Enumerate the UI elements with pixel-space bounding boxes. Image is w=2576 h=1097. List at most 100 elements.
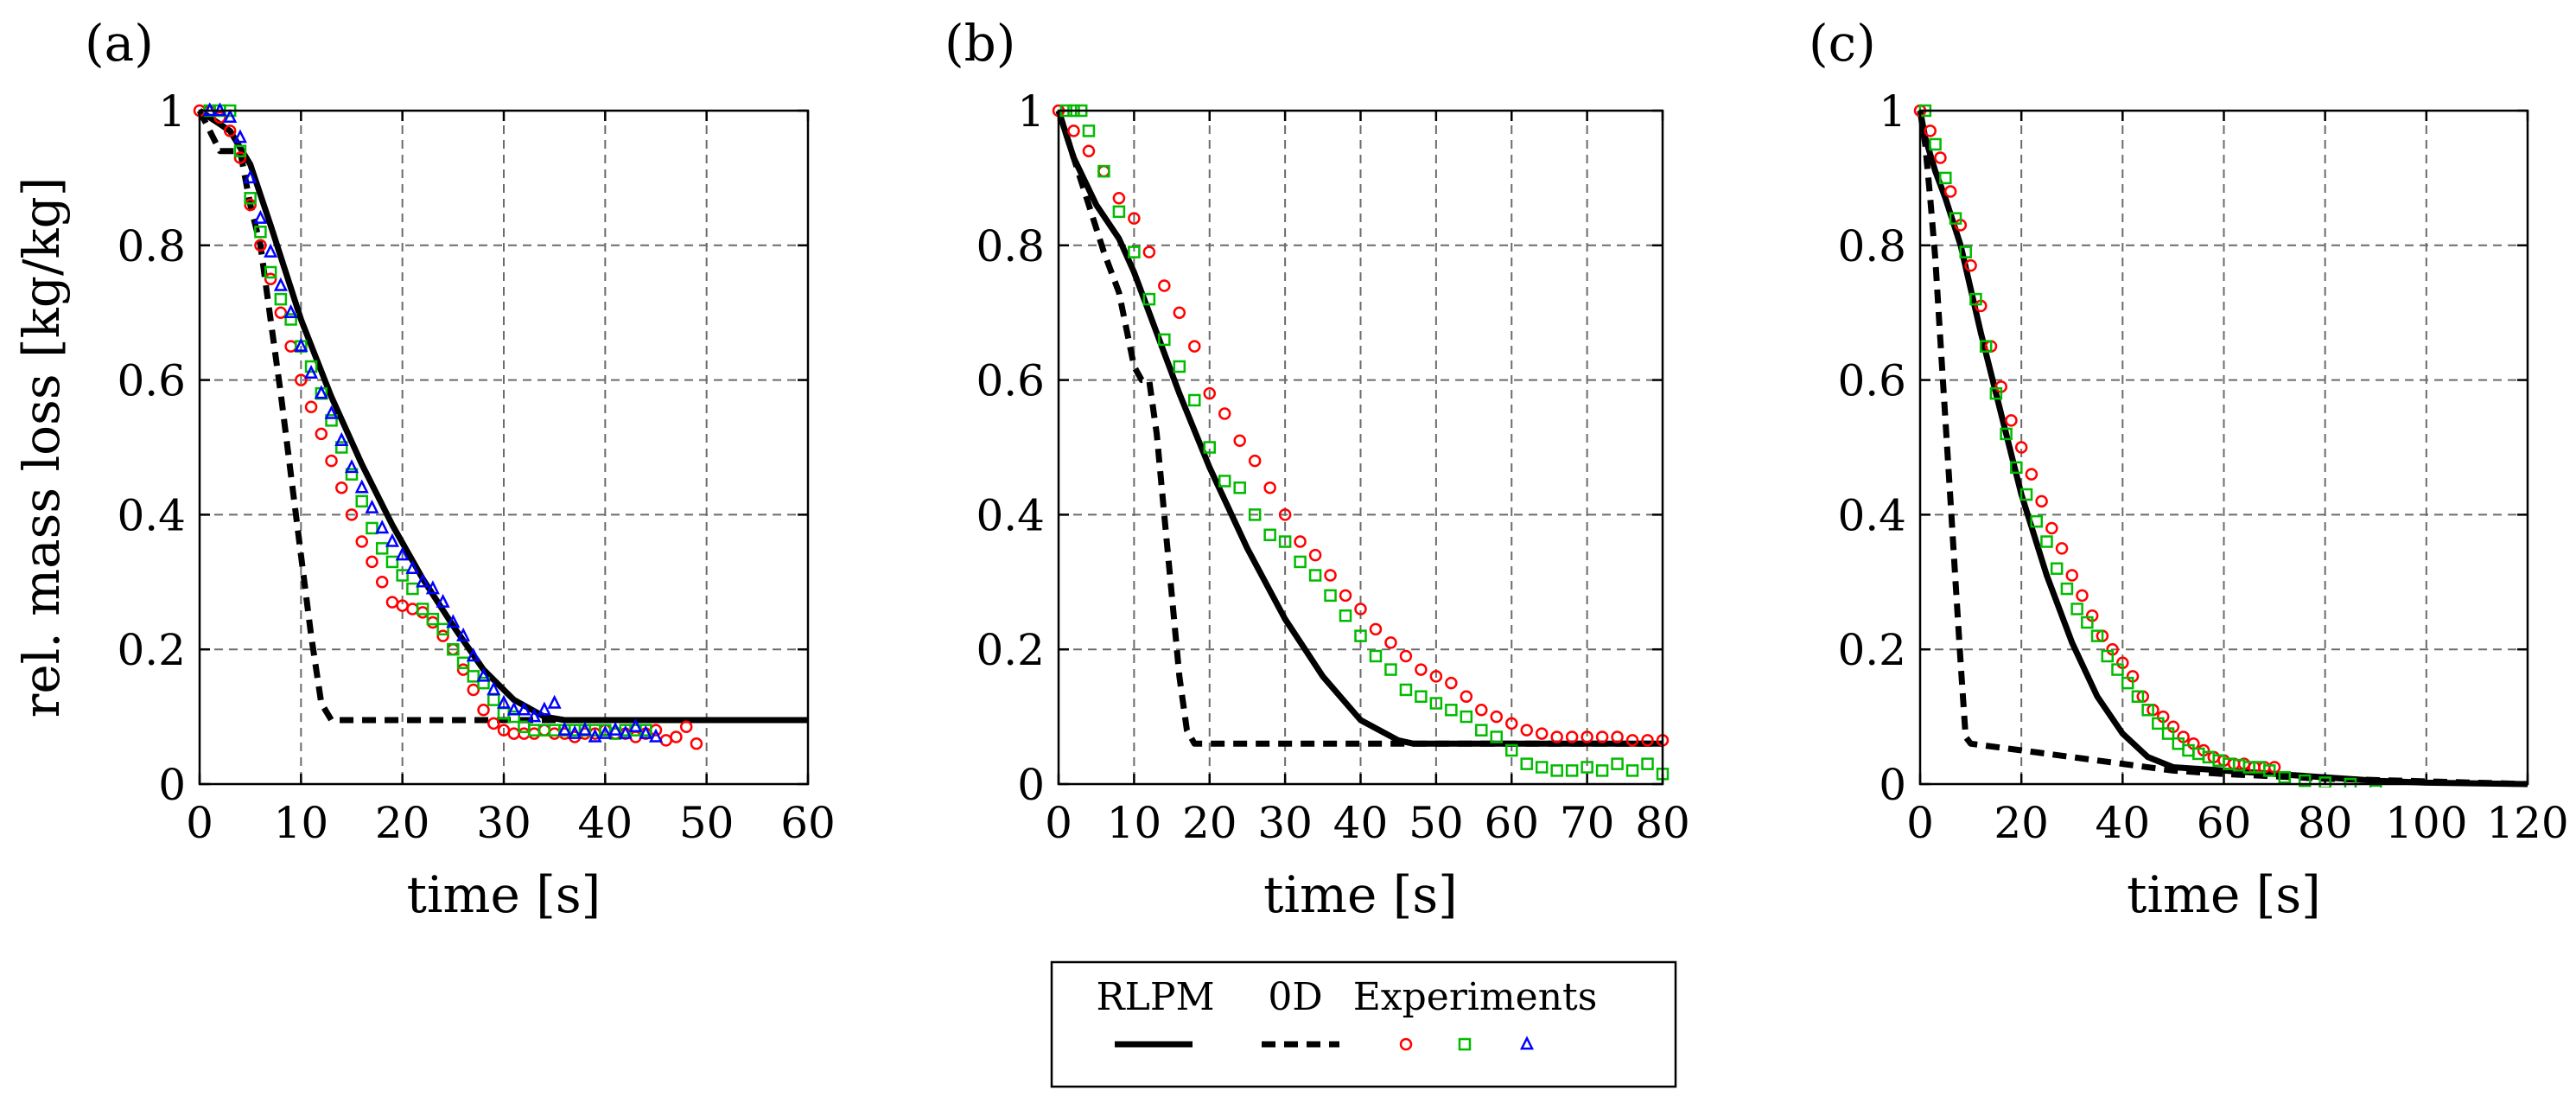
- experiment-point-circle: [1158, 279, 1171, 292]
- experiment-point-circle: [659, 734, 672, 747]
- experiment-point-square: [416, 603, 429, 615]
- experiment-point-square: [1550, 764, 1563, 777]
- x-tick-label: 80: [1635, 798, 1690, 848]
- experiment-point-square: [1520, 757, 1533, 770]
- panel-label: (b): [945, 14, 1015, 73]
- y-tick-label: 0.4: [976, 490, 1045, 540]
- series-group: [1052, 104, 1670, 781]
- experiment-point-square: [456, 656, 470, 670]
- experiment-point-circle: [1535, 727, 1549, 740]
- experiment-point-triangle: [405, 559, 420, 574]
- experiment-point-triangle: [344, 459, 359, 474]
- experiment-point-circle: [1128, 212, 1141, 225]
- experiment-point-square: [1595, 764, 1609, 777]
- experiment-point-circle: [1550, 730, 1563, 743]
- experiment-point-circle: [1308, 548, 1322, 562]
- experiment-point-square: [2081, 615, 2094, 629]
- experiment-point-triangle: [476, 667, 491, 682]
- experiment-point-square: [1128, 246, 1141, 258]
- panel-3: 0 20 40 60 80 100 120 0 0.2 0.4 0.6 0.8 1 time [s] (c): [1809, 14, 2569, 924]
- experiment-point-square: [355, 494, 368, 508]
- experiment-point-circle: [416, 606, 429, 619]
- experiment-point-circle: [670, 730, 683, 743]
- legend-label-experiments: Experiments: [1353, 975, 1598, 1019]
- x-tick-label: 60: [2197, 798, 2252, 848]
- y-tick-label: 0: [1879, 760, 1906, 810]
- x-tick-label: 40: [578, 798, 633, 848]
- experiment-point-circle: [1943, 185, 1957, 198]
- series-group: [1913, 104, 2528, 788]
- experiment-point-square: [1565, 764, 1579, 777]
- experiment-point-circle: [2014, 441, 2028, 454]
- legend: RLPM 0D Experiments: [1050, 960, 1677, 1088]
- experiment-point-triangle: [487, 681, 501, 696]
- experiment-point-square: [1475, 724, 1488, 737]
- y-tick-label: 0.6: [1837, 356, 1906, 406]
- experiment-point-circle: [2076, 589, 2089, 603]
- experiment-point-square: [325, 414, 338, 427]
- experiment-point-circle: [1475, 704, 1488, 717]
- experiment-point-circle: [1082, 144, 1096, 157]
- experiment-point-square: [375, 542, 389, 555]
- y-tick-label: 0: [158, 760, 186, 810]
- experiment-point-circle: [1934, 151, 1947, 164]
- experiment-point-square: [2152, 717, 2165, 730]
- experiment-point-square: [2141, 704, 2154, 717]
- experiment-point-circle: [264, 272, 277, 285]
- experiment-point-circle: [1565, 730, 1579, 743]
- experiment-point-circle: [1924, 124, 1937, 137]
- experiment-point-triangle: [577, 721, 592, 736]
- experiment-point-circle: [1067, 124, 1080, 137]
- experiment-point-square: [1112, 205, 1126, 219]
- x-tick-label: 40: [1333, 798, 1389, 848]
- experiment-point-circle: [1369, 622, 1383, 636]
- y-tick-label: 0.8: [117, 221, 186, 271]
- experiment-point-circle: [304, 400, 318, 414]
- experiment-point-square: [1097, 164, 1110, 178]
- experiment-point-square: [2019, 488, 2033, 501]
- experiment-point-square: [244, 192, 257, 205]
- experiment-point-circle: [629, 730, 642, 743]
- experiment-point-square: [2090, 629, 2104, 642]
- x-tick-label: 10: [1107, 798, 1162, 848]
- experiment-point-circle: [1445, 676, 1458, 690]
- experiment-point-square: [2050, 562, 2064, 575]
- experiment-point-square: [1082, 124, 1096, 137]
- experiment-point-square: [1233, 481, 1246, 494]
- experiment-point-circle: [385, 596, 399, 609]
- experiment-point-square: [1248, 508, 1262, 521]
- experiment-point-circle: [1203, 386, 1216, 400]
- experiment-point-triangle: [354, 479, 369, 494]
- experiment-point-square: [335, 441, 348, 454]
- experiment-point-circle: [2035, 494, 2048, 508]
- experiment-point-square: [1989, 386, 2003, 400]
- experiment-point-circle: [406, 603, 419, 615]
- y-tick-label: 0.2: [117, 625, 186, 675]
- experiment-point-square: [2172, 737, 2185, 750]
- experiment-point-triangle: [375, 520, 390, 534]
- experiment-point-circle: [527, 727, 541, 740]
- experiment-point-triangle: [466, 647, 480, 662]
- experiment-point-circle: [1339, 589, 1352, 603]
- experiment-point-circle: [345, 508, 359, 521]
- experiment-point-circle: [1233, 434, 1246, 447]
- experiment-point-square: [2278, 770, 2292, 784]
- y-tick-label: 0.4: [117, 490, 186, 540]
- y-tick-label: 0.8: [1837, 221, 1906, 271]
- experiment-point-square: [1641, 757, 1654, 770]
- experiment-point-triangle: [628, 718, 643, 733]
- experiment-point-square: [1294, 555, 1307, 569]
- experiment-point-square: [366, 521, 378, 535]
- y-tick-label: 0.8: [976, 221, 1045, 271]
- experiment-point-square: [345, 468, 359, 481]
- legend-label-0d: 0D: [1268, 975, 1322, 1019]
- experiment-point-circle: [2025, 468, 2039, 481]
- experiment-point-circle: [1625, 734, 1639, 747]
- experiment-point-square: [1535, 761, 1549, 774]
- experiment-point-square: [385, 555, 399, 569]
- experiment-point-square: [1505, 743, 1518, 757]
- experiment-point-circle: [690, 737, 703, 750]
- plot-frame: [1057, 109, 1664, 786]
- panel-1: 0 10 20 30 40 50 60 0 0.2 0.4 0.6 0.8 1 time [s] rel. …: [12, 14, 836, 924]
